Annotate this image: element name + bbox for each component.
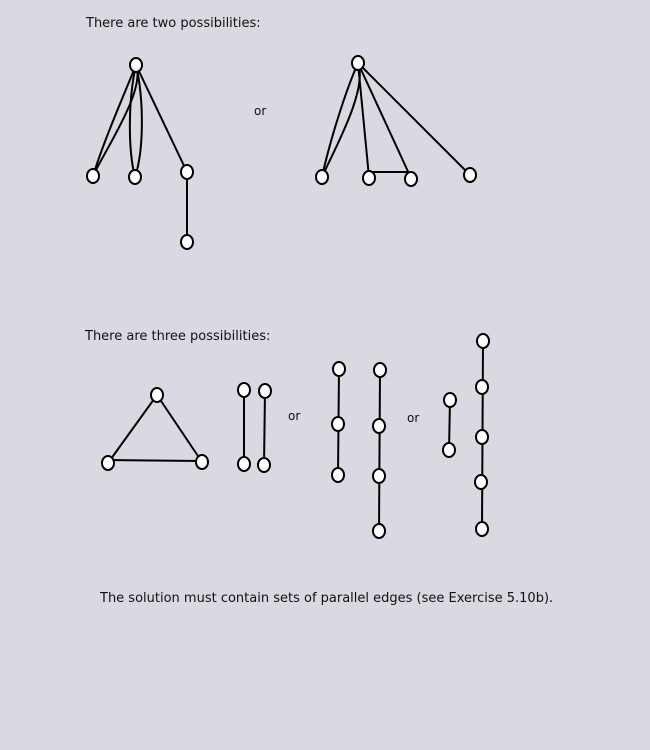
triangle-vertex	[195, 454, 209, 470]
graph-a-vertex	[128, 169, 142, 185]
graph-a-vertex	[180, 234, 194, 250]
graph-b-vertex	[404, 171, 418, 187]
heading-three-possibilities: There are three possibilities:	[85, 329, 271, 344]
path-vertex	[331, 467, 345, 483]
path-vertex	[475, 521, 489, 537]
path-vertex	[373, 362, 387, 378]
graph-b-edge	[357, 62, 471, 176]
heading-two-possibilities: There are two possibilities:	[86, 16, 261, 31]
graph-a-vertex	[129, 57, 143, 73]
or-label-3: or	[407, 411, 420, 425]
path-edge	[378, 369, 381, 532]
path-vertex	[237, 456, 251, 472]
triangle-graph	[101, 387, 209, 471]
graph-b-edge	[357, 62, 370, 178]
path-vertex	[443, 392, 457, 408]
path-vertex	[372, 523, 386, 539]
path-vertex	[475, 379, 489, 395]
graph-b-vertex	[351, 55, 365, 71]
paths-option-3	[442, 333, 490, 537]
footer-note: The solution must contain sets of parall…	[100, 591, 554, 606]
graph-b-edge	[321, 62, 361, 178]
path-edge	[448, 399, 451, 451]
graph-b-vertex	[463, 167, 477, 183]
path-vertex	[372, 418, 386, 434]
triangle-vertex	[150, 387, 164, 403]
graph-b-vertex	[315, 169, 329, 185]
path-vertex	[476, 333, 490, 349]
path-vertex	[442, 442, 456, 458]
graph-b	[315, 55, 477, 187]
graph-a-edge	[134, 64, 143, 178]
path-vertex	[332, 361, 346, 377]
graph-b-edge	[357, 62, 412, 179]
path-vertex	[237, 382, 251, 398]
paths-option-2	[331, 361, 387, 539]
or-label-1: or	[254, 104, 267, 118]
path-vertex	[257, 457, 271, 473]
triangle-edge	[107, 459, 203, 462]
graph-a-edge	[92, 64, 137, 177]
or-label-2: or	[288, 409, 301, 423]
graph-a-vertex	[180, 164, 194, 180]
graph-b-edge	[321, 62, 359, 178]
path-vertex	[331, 416, 345, 432]
graph-a	[86, 57, 194, 250]
path-vertex	[474, 474, 488, 490]
path-vertex	[258, 383, 272, 399]
triangle-vertex	[101, 455, 115, 471]
path-vertex	[372, 468, 386, 484]
path-vertex	[475, 429, 489, 445]
graph-a-edge	[135, 64, 188, 173]
path-edge	[263, 390, 266, 466]
graph-b-vertex	[362, 170, 376, 186]
two-edges-graph	[237, 382, 272, 473]
triangle-edge	[156, 394, 203, 463]
graph-a-vertex	[86, 168, 100, 184]
triangle-edge	[107, 394, 158, 464]
graph-a-edge	[128, 64, 137, 178]
